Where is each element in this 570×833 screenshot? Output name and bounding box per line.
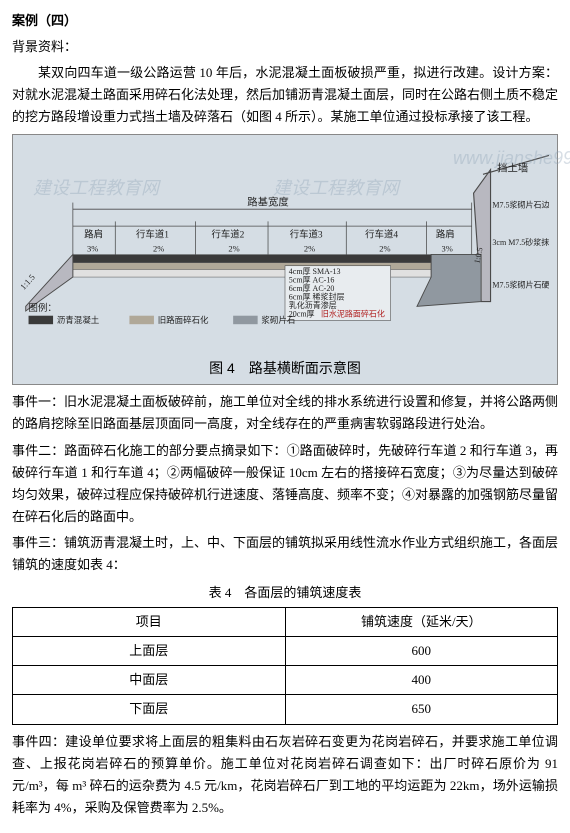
event-1: 事件一：旧水泥混凝土面板破碎前，施工单位对全线的排水系统进行设置和修复，并将公路… bbox=[12, 391, 558, 435]
wall-mortar: 3cm M7.5砂浆抹面 bbox=[492, 237, 549, 247]
watermark-text: 建设工程教育网 bbox=[33, 173, 159, 204]
table-row: 中面层 400 bbox=[13, 666, 558, 695]
table-cell: 600 bbox=[285, 637, 558, 666]
shoulder-r-label: M7.5浆砌片石硬路肩 bbox=[492, 280, 549, 290]
layer4: 6cm厚 稀浆封层 bbox=[289, 292, 345, 302]
table-cell: 400 bbox=[285, 666, 558, 695]
lane3: 行车道3 bbox=[290, 229, 323, 241]
slope-2a: 2% bbox=[153, 244, 164, 254]
figure-4: 建设工程教育网 建设工程教育网 www.jianshe99.com 挡土墙 路基… bbox=[12, 134, 558, 385]
layer6b: 旧水泥路面碎石化 bbox=[321, 309, 385, 319]
table-header-speed: 铺筑速度（延米/天） bbox=[285, 608, 558, 637]
table-row: 项目 铺筑速度（延米/天） bbox=[13, 608, 558, 637]
speed-table: 项目 铺筑速度（延米/天） 上面层 600 中面层 400 下面层 650 bbox=[12, 607, 558, 724]
layer5: 乳化沥青渗层 bbox=[289, 301, 337, 311]
event-2: 事件二：路面碎石化施工的部分要点摘录如下：①路面破碎时，先破碎行车道 2 和行车… bbox=[12, 440, 558, 528]
legend-title: 图例： bbox=[29, 302, 57, 314]
shoulder-r: 路肩 bbox=[436, 229, 455, 241]
legend-rubble: 浆砌片石 bbox=[261, 316, 295, 326]
background-paragraph: 某双向四车道一级公路运营 10 年后，水泥混凝土面板破损严重，拟进行改建。设计方… bbox=[12, 62, 558, 128]
slope-2d: 2% bbox=[379, 244, 390, 254]
lane2: 行车道2 bbox=[211, 229, 244, 241]
slope-2b: 2% bbox=[228, 244, 239, 254]
slope-l: 3% bbox=[87, 244, 98, 254]
table-caption: 表 4 各面层的铺筑速度表 bbox=[12, 582, 558, 604]
background-label: 背景资料： bbox=[12, 36, 558, 58]
table-cell: 650 bbox=[285, 695, 558, 724]
table-row: 下面层 650 bbox=[13, 695, 558, 724]
left-slope: 1:1.5 bbox=[21, 273, 37, 292]
table-cell: 中面层 bbox=[13, 666, 286, 695]
case-title: 案例（四） bbox=[12, 10, 558, 32]
event-3: 事件三：铺筑沥青混凝土时，上、中、下面层的铺筑拟采用线性流水作业方式组织施工，各… bbox=[12, 532, 558, 576]
legend-asphalt: 沥青混凝土 bbox=[57, 316, 100, 326]
slope-2c: 2% bbox=[304, 244, 315, 254]
slope-r: 3% bbox=[442, 244, 453, 254]
wall-edge: M7.5浆砌片石边沟 bbox=[492, 200, 549, 210]
legend-old: 旧路面碎石化 bbox=[158, 316, 209, 326]
shoulder-l: 路肩 bbox=[84, 229, 103, 241]
watermark-text: 建设工程教育网 bbox=[273, 173, 399, 204]
table-cell: 下面层 bbox=[13, 695, 286, 724]
event-4: 事件四：建设单位要求将上面层的粗集料由石灰岩碎石变更为花岗岩碎石，并要求施工单位… bbox=[12, 731, 558, 819]
table-cell: 上面层 bbox=[13, 637, 286, 666]
watermark-text: www.jianshe99.com bbox=[453, 143, 570, 174]
lane4: 行车道4 bbox=[365, 229, 398, 241]
table-header-item: 项目 bbox=[13, 608, 286, 637]
table-row: 上面层 600 bbox=[13, 637, 558, 666]
figure-caption: 图 4 路基横断面示意图 bbox=[21, 357, 549, 381]
lane1: 行车道1 bbox=[136, 229, 169, 241]
